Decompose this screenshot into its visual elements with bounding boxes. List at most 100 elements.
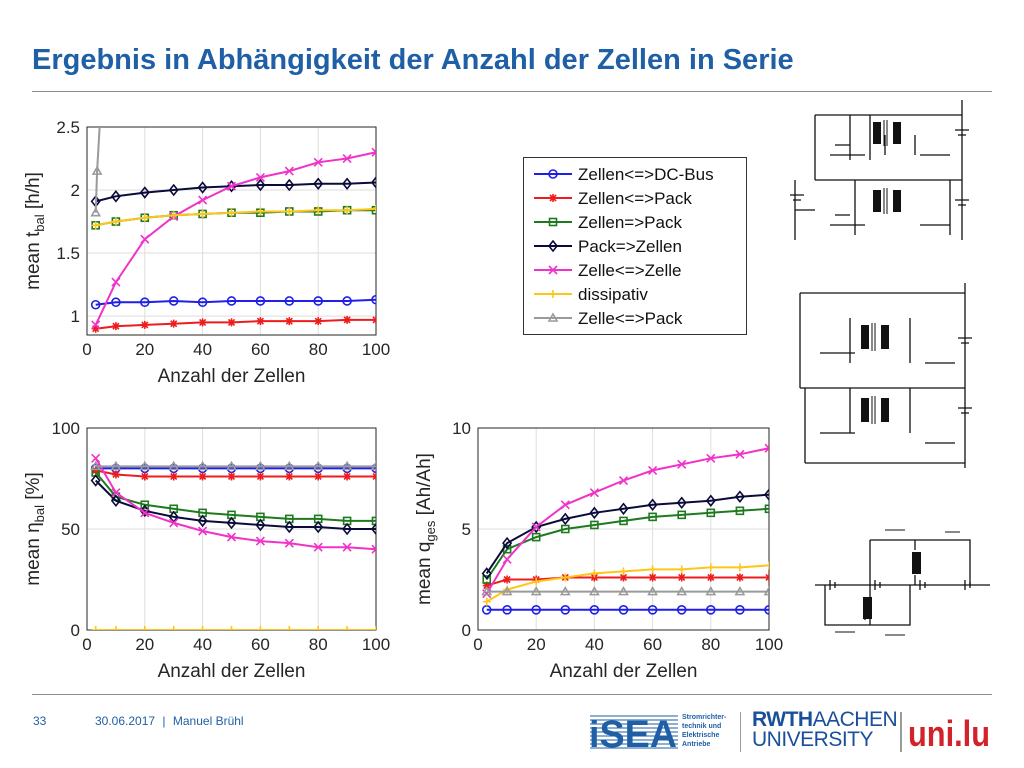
- data-point: [91, 324, 100, 333]
- data-point: [764, 443, 769, 453]
- data-point: [110, 460, 122, 471]
- data-point: [532, 577, 541, 586]
- unilu-logo: uni.lu: [906, 706, 992, 754]
- data-point: [648, 465, 658, 475]
- plot-area: [87, 127, 376, 335]
- data-point: [198, 318, 207, 327]
- data-point: [765, 573, 769, 582]
- x-tick-label: 100: [362, 635, 390, 654]
- data-point: [482, 597, 491, 606]
- unilu-text: uni.lu: [908, 713, 990, 752]
- data-point: [227, 318, 236, 327]
- y-tick-label: 0: [462, 621, 471, 640]
- footer-author: Manuel Brühl: [172, 714, 244, 728]
- data-point: [590, 569, 599, 578]
- data-point: [342, 542, 352, 552]
- data-point: [111, 277, 121, 287]
- title-divider: [32, 91, 992, 92]
- x-tick-label: 0: [82, 340, 91, 359]
- circuit-diagram-bottom: [815, 529, 990, 636]
- logo-divider-2: [900, 712, 902, 752]
- data-point: [226, 296, 237, 306]
- chart-eta: 0 20 40 60 80 100 0 50 100 Anzahl der Zellen mean …: [23, 419, 390, 682]
- legend-label: Zellen=>Pack: [578, 213, 682, 232]
- legend-label: dissipativ: [578, 285, 648, 304]
- y-tick-label: 50: [61, 520, 80, 539]
- data-point: [763, 586, 769, 596]
- x-tick-label: 0: [82, 635, 91, 654]
- rwth-rest: AACHEN: [812, 708, 898, 731]
- data-point: [90, 474, 101, 487]
- data-point: [560, 512, 571, 526]
- data-point: [168, 296, 179, 306]
- x-tick-label: 60: [643, 635, 662, 654]
- data-point: [648, 573, 657, 582]
- data-point: [255, 536, 265, 546]
- axes-box: [86, 126, 377, 336]
- x-axis-label: Anzahl der Zellen: [550, 661, 698, 682]
- data-point: [139, 186, 150, 199]
- isea-logo: iSEA Stromrichter- technik und Elektrisc…: [588, 712, 730, 756]
- x-axis-label: Anzahl der Zellen: [158, 661, 306, 682]
- data-point: [284, 178, 295, 192]
- data-point: [140, 626, 149, 630]
- data-point: [314, 472, 323, 481]
- data-point: [343, 206, 352, 215]
- data-point: [561, 573, 570, 582]
- data-point: [140, 234, 150, 244]
- data-point: [341, 460, 353, 471]
- data-point: [619, 516, 628, 526]
- legend-marker: [548, 265, 558, 275]
- y-tick-label: 2: [71, 181, 80, 200]
- data-point: [140, 320, 149, 329]
- data-point: [169, 626, 178, 630]
- data-point: [256, 317, 265, 326]
- y-tick-label: 2.5: [56, 118, 80, 137]
- data-point: [706, 563, 715, 572]
- y-axis-label-main: mean t: [23, 231, 44, 290]
- data-point: [255, 178, 266, 192]
- data-point: [314, 626, 323, 630]
- footer-divider: [32, 694, 992, 695]
- data-point: [706, 508, 716, 518]
- legend-item: Zellen<=>DC-Bus: [534, 165, 714, 184]
- data-point: [140, 500, 150, 510]
- data-point: [285, 626, 294, 630]
- data-point: [590, 520, 599, 530]
- data-point: [256, 207, 265, 216]
- rwth-logo: RWTHAACHEN UNIVERSITY: [752, 709, 898, 752]
- data-point: [559, 586, 571, 596]
- data-point: [96, 117, 104, 124]
- isea-subtitle-4: Antriebe: [682, 741, 711, 748]
- data-point: [169, 472, 178, 481]
- y-axis-label: mean ηbal [%]: [23, 472, 47, 585]
- legend-marker: [549, 290, 557, 298]
- data-point: [734, 490, 745, 503]
- data-point: [90, 460, 102, 471]
- data-point: [676, 586, 688, 596]
- series-line: [485, 507, 769, 581]
- data-point: [677, 573, 686, 582]
- legend-label: Zellen<=>Pack: [578, 189, 692, 208]
- data-point: [111, 217, 120, 226]
- data-point: [140, 508, 150, 518]
- data-point: [313, 157, 323, 167]
- data-point: [706, 573, 715, 582]
- legend-item: Pack=>Zellen: [534, 237, 682, 256]
- data-point: [677, 565, 686, 574]
- data-point: [169, 518, 179, 528]
- data-point: [168, 183, 179, 197]
- y-axis-label-main: mean η: [23, 522, 44, 585]
- data-point: [647, 605, 658, 615]
- footer-separator: |: [162, 714, 166, 728]
- data-point: [198, 626, 207, 630]
- x-tick-label: 20: [135, 340, 154, 359]
- x-tick-label: 100: [362, 340, 390, 359]
- data-point: [676, 605, 687, 615]
- data-point: [372, 204, 376, 213]
- data-point: [342, 296, 352, 306]
- data-point: [111, 297, 121, 308]
- data-point: [531, 532, 541, 542]
- plot-series-group: [90, 453, 376, 630]
- x-tick-label: 20: [135, 635, 154, 654]
